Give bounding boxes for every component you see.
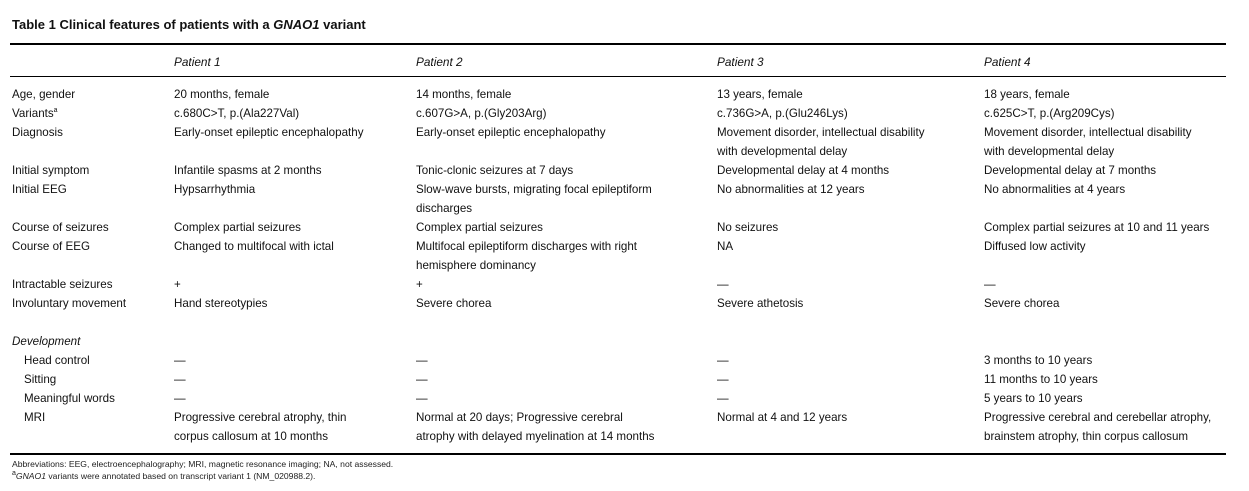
cell-mri-p4-line1: Progressive cerebral and cerebellar atro… (984, 411, 1212, 424)
cell-diagnosis-p4-line1: Movement disorder, intellectual disabili… (984, 126, 1192, 139)
bottom-rule (10, 453, 1226, 455)
cell-intractable-p3: — (717, 278, 729, 291)
row-label-variants: Variantsa (12, 107, 58, 120)
cell-initial-eeg-p4: No abnormalities at 4 years (984, 183, 1126, 196)
header-patient-1: Patient 1 (174, 55, 221, 69)
header-rule (10, 76, 1226, 77)
cell-initial-eeg-p2-line2: discharges (416, 202, 473, 215)
top-rule (10, 43, 1226, 45)
cell-course-seizures-p2: Complex partial seizures (416, 221, 543, 234)
cell-sitting-p2: — (416, 373, 428, 386)
section-label-development: Development (12, 335, 81, 348)
cell-variants-p4: c.625C>T, p.(Arg209Cys) (984, 107, 1115, 120)
cell-course-seizures-p1: Complex partial seizures (174, 221, 301, 234)
row-label-initial-symptom: Initial symptom (12, 164, 90, 177)
cell-course-eeg-p1: Changed to multifocal with ictal (174, 240, 334, 253)
cell-intractable-p1: + (174, 278, 181, 291)
cell-mri-p4-line2: brainstem atrophy, thin corpus callosum (984, 430, 1189, 443)
row-label-sitting: Sitting (24, 373, 57, 386)
row-label-course-eeg: Course of EEG (12, 240, 90, 253)
cell-initial-eeg-p1: Hypsarrhythmia (174, 183, 256, 196)
cell-diagnosis-p4-line2: with developmental delay (984, 145, 1115, 158)
row-label-diagnosis: Diagnosis (12, 126, 63, 139)
cell-head-control-p2: — (416, 354, 428, 367)
cell-involuntary-p2: Severe chorea (416, 297, 492, 310)
cell-words-p2: — (416, 392, 428, 405)
cell-head-control-p4: 3 months to 10 years (984, 354, 1093, 367)
row-label-words: Meaningful words (24, 392, 115, 405)
cell-initial-symptom-p4: Developmental delay at 7 months (984, 164, 1157, 177)
cell-course-eeg-p2-line1: Multifocal epileptiform discharges with … (416, 240, 638, 253)
cell-age-p2: 14 months, female (416, 88, 512, 101)
cell-involuntary-p3: Severe athetosis (717, 297, 804, 310)
cell-mri-p2-line1: Normal at 20 days; Progressive cerebral (416, 411, 623, 424)
cell-age-p3: 13 years, female (717, 88, 803, 101)
cell-words-p4: 5 years to 10 years (984, 392, 1083, 405)
row-label-age: Age, gender (12, 88, 76, 101)
cell-diagnosis-p3-line2: with developmental delay (717, 145, 848, 158)
cell-course-eeg-p4: Diffused low activity (984, 240, 1086, 253)
cell-mri-p1-line1: Progressive cerebral atrophy, thin (174, 411, 347, 424)
cell-course-seizures-p3: No seizures (717, 221, 779, 234)
cell-mri-p3: Normal at 4 and 12 years (717, 411, 848, 424)
table-title: Table 1 Clinical features of patients wi… (12, 17, 366, 32)
cell-initial-eeg-p3: No abnormalities at 12 years (717, 183, 865, 196)
cell-initial-symptom-p2: Tonic-clonic seizures at 7 days (416, 164, 574, 177)
row-label-course-seizures: Course of seizures (12, 221, 109, 234)
cell-initial-eeg-p2-line1: Slow-wave bursts, migrating focal epilep… (416, 183, 652, 196)
row-label-initial-eeg: Initial EEG (12, 183, 67, 196)
cell-words-p1: — (174, 392, 186, 405)
footnote-a-marker: a (12, 470, 16, 478)
cell-diagnosis-p3-line1: Movement disorder, intellectual disabili… (717, 126, 925, 139)
cell-variants-p2: c.607G>A, p.(Gly203Arg) (416, 107, 547, 120)
footnote-a: aGNAO1 variants were annotated based on … (12, 470, 316, 481)
cell-head-control-p3: — (717, 354, 729, 367)
cell-age-p4: 18 years, female (984, 88, 1070, 101)
cell-course-eeg-p3: NA (717, 240, 734, 253)
footnote-marker-a: a (53, 107, 58, 115)
cell-variants-p1: c.680C>T, p.(Ala227Val) (174, 107, 300, 120)
cell-intractable-p2: + (416, 278, 423, 291)
cell-mri-p2-line2: atrophy with delayed myelination at 14 m… (416, 430, 655, 443)
cell-diagnosis-p2: Early-onset epileptic encephalopathy (416, 126, 606, 139)
cell-sitting-p3: — (717, 373, 729, 386)
cell-age-p1: 20 months, female (174, 88, 270, 101)
header-patient-2: Patient 2 (416, 55, 463, 69)
cell-variants-p3: c.736G>A, p.(Glu246Lys) (717, 107, 848, 120)
footnote-a-text: variants were annotated based on transcr… (46, 471, 316, 481)
cell-sitting-p1: — (174, 373, 186, 386)
footnote-a-gene: GNAO1 (15, 471, 46, 481)
cell-course-seizures-p4: Complex partial seizures at 10 and 11 ye… (984, 221, 1210, 234)
row-label-mri: MRI (24, 411, 46, 424)
cell-course-eeg-p2-line2: hemisphere dominancy (416, 259, 536, 272)
row-label-involuntary: Involuntary movement (12, 297, 127, 310)
row-label-head-control: Head control (24, 354, 90, 367)
cell-mri-p1-line2: corpus callosum at 10 months (174, 430, 329, 443)
cell-initial-symptom-p1: Infantile spasms at 2 months (174, 164, 322, 177)
cell-diagnosis-p1: Early-onset epileptic encephalopathy (174, 126, 364, 139)
cell-head-control-p1: — (174, 354, 186, 367)
cell-sitting-p4: 11 months to 10 years (984, 373, 1098, 386)
cell-words-p3: — (717, 392, 729, 405)
cell-initial-symptom-p3: Developmental delay at 4 months (717, 164, 890, 177)
header-patient-4: Patient 4 (984, 55, 1031, 69)
footnote-abbreviations: Abbreviations: EEG, electroencephalograp… (12, 459, 394, 469)
cell-intractable-p4: — (984, 278, 996, 291)
header-patient-3: Patient 3 (717, 55, 764, 69)
row-label-intractable: Intractable seizures (12, 278, 113, 291)
cell-involuntary-p1: Hand stereotypies (174, 297, 268, 310)
cell-involuntary-p4: Severe chorea (984, 297, 1060, 310)
